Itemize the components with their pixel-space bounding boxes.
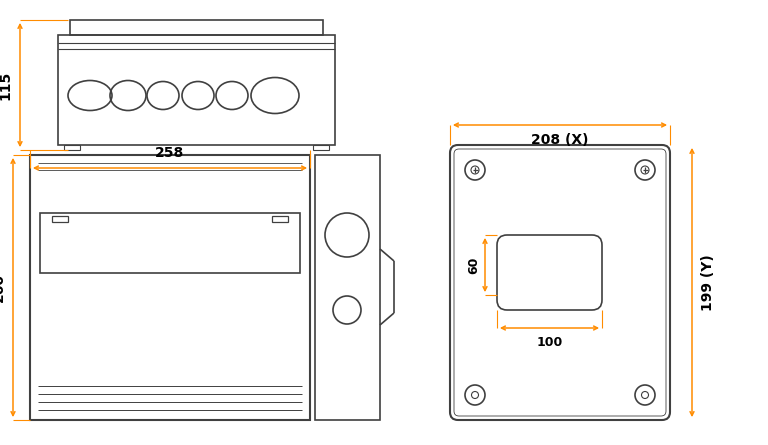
Bar xyxy=(272,216,288,222)
Bar xyxy=(64,145,80,150)
Bar xyxy=(30,155,310,420)
Bar xyxy=(40,213,300,273)
Bar xyxy=(315,155,380,420)
Text: 115: 115 xyxy=(0,70,12,100)
Text: 199 (Y): 199 (Y) xyxy=(701,254,715,311)
Text: 258: 258 xyxy=(155,146,184,160)
Bar xyxy=(52,216,68,222)
Text: 260: 260 xyxy=(0,273,6,302)
Bar xyxy=(58,35,335,145)
Bar xyxy=(70,20,323,35)
Text: 208 (X): 208 (X) xyxy=(531,133,589,147)
Text: 100: 100 xyxy=(536,336,563,349)
Text: 60: 60 xyxy=(467,256,480,274)
Bar xyxy=(313,145,329,150)
